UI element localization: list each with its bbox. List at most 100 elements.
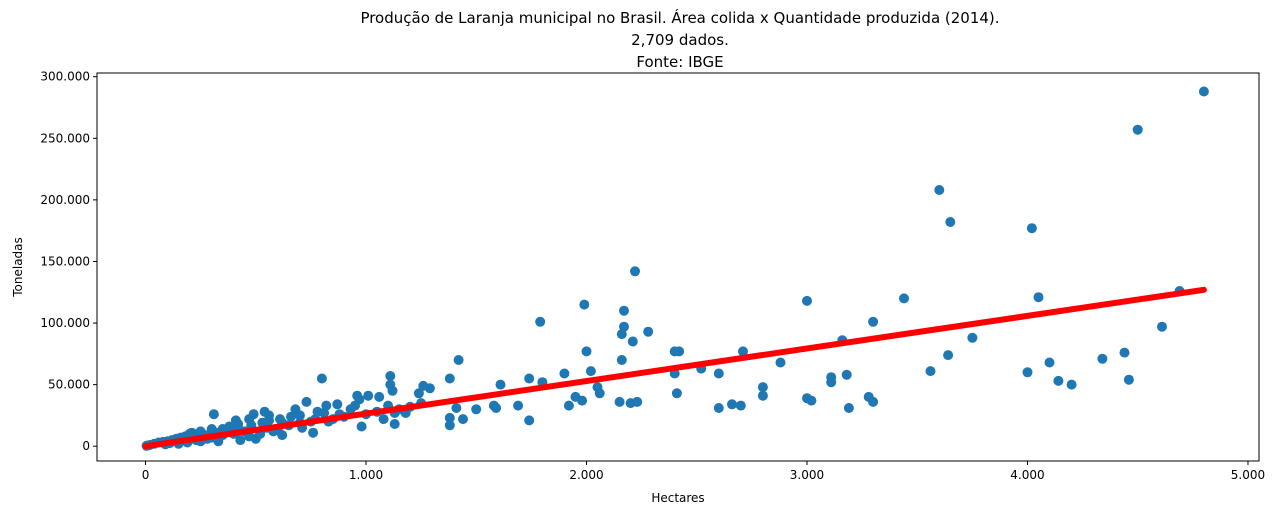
scatter-point-53	[757, 390, 768, 401]
scatter-point-41	[1066, 379, 1077, 390]
scatter-point-26	[616, 355, 627, 365]
chart-title-line-3: Fonte: IBGE	[636, 53, 724, 71]
scatter-point-80	[418, 380, 429, 391]
scatter-points	[141, 86, 1209, 451]
scatter-point-75	[458, 414, 468, 425]
scatter-point-78	[495, 379, 506, 390]
scatter-point-172	[345, 404, 356, 415]
x-axis-label: Hectares	[651, 491, 704, 505]
x-tick-label-0: 0	[142, 468, 150, 482]
scatter-point-42	[1123, 374, 1134, 385]
scatter-point-93	[332, 399, 343, 410]
scatter-point-74	[444, 420, 455, 431]
scatter-point-145	[235, 435, 246, 446]
scatter-point-22	[669, 346, 680, 357]
scatter-point-52	[757, 382, 768, 393]
y-tick-label-1: 50.000	[48, 378, 90, 392]
scatter-point-47	[524, 373, 535, 384]
scatter-point-107	[208, 409, 219, 420]
scatter-point-65	[632, 396, 643, 407]
scatter-point-9	[579, 299, 590, 310]
scatter-point-149	[277, 430, 288, 441]
x-axis-ticks: 0 1.000 2.000 3.000 4.000 5.000	[142, 461, 1265, 482]
scatter-point-99	[294, 410, 305, 421]
y-tick-label-3: 150.000	[40, 254, 90, 268]
y-tick-label-6: 300.000	[40, 70, 90, 84]
y-tick-label-5: 250.000	[40, 131, 90, 145]
regression-line-path	[142, 286, 1207, 450]
scatter-point-3	[945, 217, 956, 227]
x-tick-label-2: 2.000	[569, 468, 603, 482]
scatter-point-72	[451, 403, 462, 413]
scatter-point-5	[630, 266, 640, 277]
scatter-point-29	[1044, 357, 1055, 368]
scatter-point-36	[713, 368, 724, 379]
scatter-point-61	[727, 399, 737, 410]
scatter-point-86	[352, 390, 363, 401]
scatter-point-62	[735, 400, 746, 411]
scatter-point-68	[563, 400, 574, 411]
scatter-point-97	[301, 396, 312, 407]
scatter-point-70	[491, 403, 502, 413]
scatter-point-19	[627, 336, 638, 347]
scatter-point-30	[775, 357, 786, 368]
scatter-point-73	[444, 412, 455, 423]
axes-frame	[96, 72, 1260, 462]
scatter-point-92	[356, 421, 367, 432]
scatter-point-173	[378, 414, 389, 425]
scatter-point-87	[363, 390, 374, 401]
scatter-point-13	[868, 316, 879, 327]
x-tick-label-5: 5.000	[1231, 468, 1265, 482]
y-tick-label-0: 0	[82, 439, 90, 453]
scatter-point-31	[925, 366, 936, 377]
chart-title-line-1: Produção de Laranja municipal no Brasil.…	[360, 9, 1000, 27]
scatter-point-6	[1033, 292, 1044, 303]
x-tick-label-1: 1.000	[349, 468, 383, 482]
scatter-point-54	[671, 388, 682, 399]
scatter-point-1	[1132, 124, 1143, 135]
chart-title-line-2: 2,709 dados.	[631, 31, 729, 49]
scatter-point-44	[444, 373, 455, 384]
y-tick-label-4: 200.000	[40, 193, 90, 207]
scatter-point-7	[899, 293, 909, 304]
scatter-point-91	[389, 419, 400, 429]
scatter-point-56	[806, 395, 817, 406]
scatter-point-100	[308, 427, 319, 438]
scatter-point-60	[713, 403, 724, 413]
scatter-point-27	[453, 355, 464, 365]
scatter-point-38	[841, 369, 852, 380]
scatter-point-16	[643, 326, 654, 337]
scatter-point-28	[1097, 353, 1108, 364]
scatter-point-0	[1198, 86, 1209, 97]
scatter-point-20	[967, 332, 978, 343]
scatter-point-17	[616, 329, 627, 340]
scatter-point-40	[1053, 375, 1064, 386]
scatter-point-81	[413, 388, 424, 399]
scatter-point-43	[1119, 347, 1130, 358]
scatter-point-39	[826, 377, 837, 388]
scatter-point-77	[513, 400, 524, 411]
scatter-point-76	[524, 415, 535, 426]
scatter-point-58	[863, 391, 874, 402]
scatter-point-2	[934, 185, 945, 195]
y-axis-label: Toneladas	[11, 237, 25, 298]
scatter-point-51	[594, 388, 605, 399]
scatter-point-83	[387, 385, 398, 396]
scatter-point-103	[259, 406, 270, 417]
scatter-point-12	[535, 316, 546, 327]
scatter-point-45	[385, 371, 396, 381]
scatter-point-49	[559, 368, 570, 379]
scatter-point-166	[275, 414, 285, 425]
scatter-point-24	[943, 350, 954, 361]
scatter-point-4	[1026, 223, 1037, 234]
scatter-point-84	[374, 391, 385, 402]
x-tick-label-4: 4.000	[1010, 468, 1044, 482]
scatter-point-23	[738, 346, 748, 357]
scatter-point-25	[581, 346, 592, 357]
scatter-point-63	[614, 396, 625, 407]
scatter-point-165	[264, 415, 274, 426]
scatter-point-59	[843, 403, 854, 413]
scatter-point-67	[570, 391, 581, 402]
